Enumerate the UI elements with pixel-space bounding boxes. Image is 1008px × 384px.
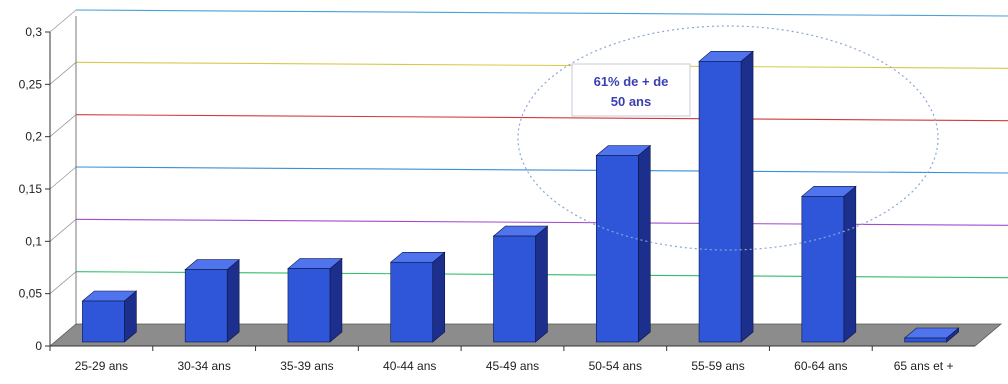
annotation: 61% de + de 50 ans xyxy=(517,25,939,251)
x-tick-label: 65 ans et + xyxy=(894,359,954,373)
annotation-line-1: 61% de + de xyxy=(594,74,669,89)
gridline-depth xyxy=(49,271,77,294)
x-tick-label: 50-54 ans xyxy=(589,359,642,373)
bar-front xyxy=(82,300,125,343)
bar-front xyxy=(595,155,639,343)
gridline xyxy=(75,9,1008,17)
gridline-depth xyxy=(49,62,77,85)
bar xyxy=(903,327,960,343)
bar-front xyxy=(184,269,228,343)
bar xyxy=(81,290,138,343)
bar-front xyxy=(287,268,331,343)
y-tick-label: 0,05 xyxy=(19,287,43,301)
bar xyxy=(595,144,652,343)
gridline xyxy=(75,114,1008,122)
y-tick-label: 0,2 xyxy=(25,130,42,144)
bar-side xyxy=(432,251,446,343)
bar-side xyxy=(637,144,651,343)
y-tick-label: 0,15 xyxy=(19,182,43,196)
bar xyxy=(801,185,857,343)
gridline-depth xyxy=(49,9,77,33)
bar-front xyxy=(390,261,434,343)
bar xyxy=(287,257,343,343)
annotation-box xyxy=(571,63,691,117)
bar-side xyxy=(329,257,343,343)
y-tick-label: 0,3 xyxy=(25,25,42,39)
gridlines xyxy=(49,9,1008,294)
x-axis: 25-29 ans 30-34 ans 35-39 ans 40-44 ans 45-4… xyxy=(49,345,975,373)
bar-side xyxy=(740,50,754,343)
gridline-depth xyxy=(49,166,77,190)
bar xyxy=(698,50,754,343)
bar-side xyxy=(843,185,857,343)
bar-front xyxy=(801,196,845,343)
annotation-line-2: 50 ans xyxy=(611,94,651,109)
bar-front xyxy=(904,337,947,343)
x-tick-label: 60-64 ans xyxy=(794,359,847,373)
bar xyxy=(184,258,240,343)
y-tick-label: 0,25 xyxy=(19,77,43,91)
gridline-depth xyxy=(49,219,77,242)
x-tick-label: 40-44 ans xyxy=(383,359,436,373)
x-tick-label: 25-29 ans xyxy=(75,359,128,373)
gridline xyxy=(75,166,1008,174)
bars xyxy=(81,50,960,343)
y-axis: 0 0,05 0,1 0,15 0,2 0,25 0,3 xyxy=(19,16,77,353)
bar-side xyxy=(226,258,240,343)
bar-front xyxy=(493,235,536,343)
y-tick-label: 0,1 xyxy=(25,234,42,248)
x-tick-label: 35-39 ans xyxy=(280,359,333,373)
x-tick-label: 30-34 ans xyxy=(177,359,230,373)
y-tick-label: 0 xyxy=(35,339,42,353)
gridline-depth xyxy=(49,114,77,137)
bar xyxy=(492,225,549,343)
gridline xyxy=(75,218,1008,226)
bar xyxy=(389,251,446,343)
x-tick-label: 45-49 ans xyxy=(486,359,539,373)
highlight-ellipse xyxy=(517,25,939,251)
bar-side xyxy=(535,225,548,343)
x-tick-label: 55-59 ans xyxy=(691,359,744,373)
gridline xyxy=(75,61,1008,69)
bar-front xyxy=(698,61,742,343)
